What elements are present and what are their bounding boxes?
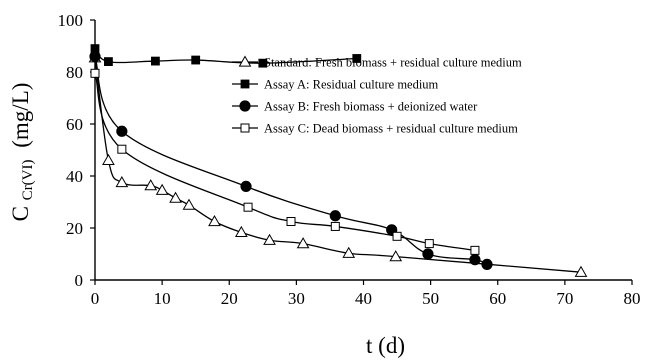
y-axis-label-subscript: Cr(VI) — [20, 159, 36, 200]
series-2 — [90, 44, 362, 68]
y-axis-label-unit: (mg/L) — [8, 83, 33, 148]
data-point — [102, 153, 115, 166]
series-4 — [90, 68, 480, 255]
ticks: 0 10 20 30 40 50 60 70 80 0 20 40 60 80 100 — [58, 11, 641, 308]
data-point — [155, 183, 169, 195]
data-point — [263, 233, 276, 245]
data-point — [182, 198, 196, 210]
x-tick-label: 80 — [624, 289, 641, 308]
y-tick-label: 60 — [66, 115, 83, 134]
data-point — [240, 180, 252, 192]
legend-marker — [239, 100, 251, 112]
data-point — [104, 57, 113, 66]
y-tick-label: 40 — [66, 167, 83, 186]
data-point — [116, 125, 128, 137]
legend-item-3: Assay B: Fresh biomass + deionized water — [232, 100, 478, 114]
data-point — [90, 68, 100, 78]
data-point — [286, 217, 296, 226]
data-point — [469, 254, 481, 266]
legend-marker — [240, 79, 250, 89]
legend-item-1: Standard: Fresh biomass + residual cultu… — [232, 55, 522, 70]
data-point — [481, 258, 493, 270]
data-point — [234, 225, 248, 238]
legend-item-2: Assay A: Residual culture medium — [232, 78, 439, 92]
x-tick-label: 40 — [355, 289, 372, 308]
data-point — [574, 265, 588, 277]
y-tick-label: 100 — [58, 11, 84, 30]
data-point — [330, 221, 340, 231]
legend-label: Assay C: Dead biomass + residual culture… — [264, 122, 518, 136]
data-point — [115, 175, 129, 188]
data-point — [117, 144, 127, 154]
x-axis-label: t (d) — [366, 333, 405, 358]
legend-marker — [238, 55, 252, 67]
y-axis-label: C Cr(VI) (mg/L) — [8, 83, 37, 222]
data-point — [151, 56, 160, 66]
y-tick-label: 0 — [75, 271, 84, 290]
x-tick-label: 30 — [288, 289, 305, 308]
legend-label: Assay B: Fresh biomass + deionized water — [264, 100, 478, 114]
data-point — [208, 214, 221, 227]
x-tick-label: 0 — [91, 289, 100, 308]
legend: Standard: Fresh biomass + residual cultu… — [232, 55, 522, 136]
data-point — [342, 246, 356, 258]
data-point — [89, 50, 101, 63]
data-point — [296, 237, 310, 249]
y-axis-label-main: C — [8, 206, 33, 221]
data-point — [424, 239, 434, 249]
data-point — [352, 54, 362, 63]
data-point — [329, 210, 341, 222]
y-tick-label: 80 — [66, 63, 83, 82]
data-point — [144, 179, 158, 191]
x-tick-label: 70 — [556, 289, 573, 308]
x-tick-label: 50 — [422, 289, 439, 308]
x-tick-label: 20 — [221, 289, 238, 308]
data-point — [470, 245, 480, 255]
y-tick-label: 20 — [66, 219, 83, 238]
legend-label: Assay A: Residual culture medium — [264, 78, 439, 92]
legend-item-4: Assay C: Dead biomass + residual culture… — [232, 122, 518, 136]
legend-marker — [240, 123, 250, 133]
data-point — [422, 248, 434, 260]
data-point — [258, 58, 268, 68]
data-point — [389, 250, 403, 262]
x-tick-label: 10 — [154, 289, 171, 308]
data-point — [191, 55, 201, 65]
data-point — [392, 231, 402, 241]
legend-label: Standard: Fresh biomass + residual cultu… — [264, 56, 522, 70]
series-3 — [89, 50, 493, 270]
series-layer — [88, 44, 588, 277]
data-point — [169, 191, 182, 203]
data-point — [243, 202, 253, 212]
x-tick-label: 60 — [489, 289, 506, 308]
